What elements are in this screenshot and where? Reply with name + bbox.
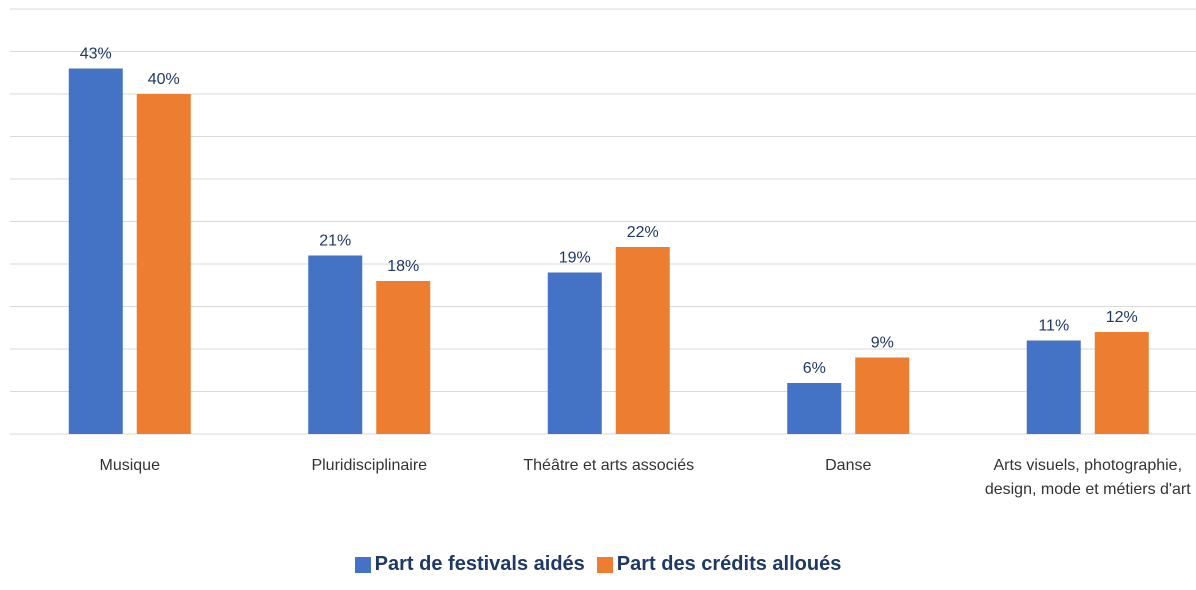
- bar: [136, 94, 191, 434]
- bar: [1094, 332, 1149, 434]
- x-tick-label: Danse: [825, 457, 872, 474]
- legend: Part de festivals aidés Part des crédits …: [0, 553, 1196, 579]
- legend-swatch: [596, 556, 613, 573]
- data-label: 19%: [559, 250, 591, 267]
- bar: [787, 383, 842, 434]
- x-tick-label: Arts visuels, photographie, design, mode…: [984, 457, 1191, 498]
- data-label: 21%: [319, 233, 351, 250]
- legend-label: Part de festivals aidés: [374, 553, 585, 575]
- bar: [376, 281, 431, 434]
- bar: [855, 357, 910, 434]
- data-label: 9%: [871, 335, 894, 352]
- data-label: 6%: [803, 360, 826, 377]
- data-label: 40%: [148, 71, 180, 88]
- bar: [1026, 340, 1081, 434]
- legend-swatch: [354, 556, 371, 573]
- legend-label: Part des crédits alloués: [616, 553, 842, 575]
- data-label: 12%: [1106, 309, 1138, 326]
- data-label: 18%: [387, 258, 419, 275]
- data-label: 11%: [1038, 318, 1069, 335]
- legend-item: Part des crédits alloués: [596, 553, 842, 576]
- bar: [547, 272, 602, 434]
- bar: [68, 68, 123, 434]
- data-label: 22%: [627, 224, 659, 241]
- legend-item: Part de festivals aidés: [354, 553, 585, 576]
- x-tick-label: Musique: [99, 457, 160, 474]
- data-label: 43%: [80, 46, 112, 63]
- bar: [615, 247, 670, 434]
- x-tick-label: Théâtre et arts associés: [523, 457, 695, 474]
- x-tick-label: Pluridisciplinaire: [311, 457, 428, 474]
- bar: [308, 255, 363, 434]
- plot-area: 43% 40% 21% 18% 19% 22% 6% 9% 11% 12%: [10, 8, 1196, 435]
